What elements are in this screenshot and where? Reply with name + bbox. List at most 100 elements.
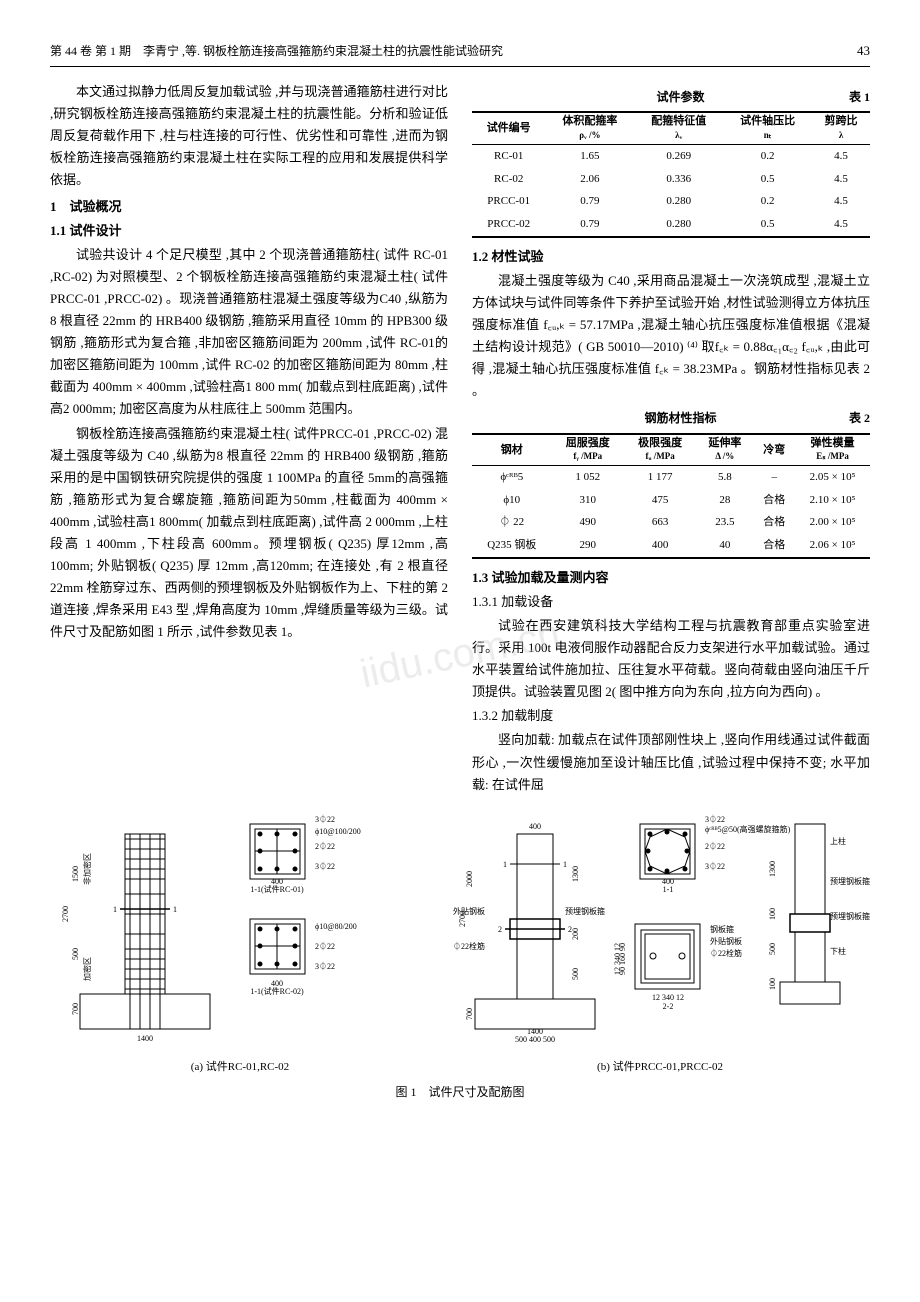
svg-text:1: 1 bbox=[113, 905, 117, 914]
table-cell: 23.5 bbox=[696, 511, 753, 534]
table-cell: 40 bbox=[696, 534, 753, 558]
svg-text:预埋钢板箍: 预埋钢板箍 bbox=[565, 906, 605, 916]
svg-text:1300: 1300 bbox=[571, 866, 580, 882]
table-cell: 0.280 bbox=[634, 190, 723, 213]
table-cell: 合格 bbox=[753, 534, 795, 558]
svg-text:3⏀22: 3⏀22 bbox=[705, 814, 725, 824]
svg-text:⏀22栓筋: ⏀22栓筋 bbox=[453, 941, 485, 951]
table2-h5: 弹性模量 bbox=[811, 437, 855, 449]
svg-text:1: 1 bbox=[173, 905, 177, 914]
table2-h0: 钢材 bbox=[472, 434, 552, 466]
svg-text:预埋钢板箍: 预埋钢板箍 bbox=[830, 876, 870, 886]
svg-text:2700: 2700 bbox=[61, 906, 70, 922]
svg-text:12 340 12: 12 340 12 bbox=[613, 943, 622, 975]
header-left: 第 44 卷 第 1 期 李青宁 ,等. 钢板栓筋连接高强箍筋约束混凝土柱的抗震… bbox=[50, 41, 503, 61]
svg-text:3⏀22: 3⏀22 bbox=[705, 861, 725, 871]
table-cell: ϕ10 bbox=[472, 489, 552, 512]
table-cell: 475 bbox=[624, 489, 696, 512]
svg-text:200: 200 bbox=[571, 928, 580, 940]
table1-sh3: nₜ bbox=[764, 130, 772, 140]
table-cell: 28 bbox=[696, 489, 753, 512]
table-cell: Q235 钢板 bbox=[472, 534, 552, 558]
svg-text:500: 500 bbox=[71, 948, 80, 960]
para-1-1-a: 试验共设计 4 个足尺模型 ,其中 2 个现浇普通箍筋柱( 试件 RC-01 ,… bbox=[50, 244, 448, 421]
svg-text:3⏀22: 3⏀22 bbox=[315, 814, 335, 824]
svg-text:非加密区: 非加密区 bbox=[82, 853, 92, 885]
table-cell: 5.8 bbox=[696, 466, 753, 489]
table-cell: 1.65 bbox=[545, 144, 634, 167]
svg-text:1400: 1400 bbox=[527, 1027, 543, 1036]
table1-h4: 剪跨比 bbox=[825, 115, 858, 127]
svg-text:预埋钢板箍: 预埋钢板箍 bbox=[830, 911, 870, 921]
figure-1b-caption: (b) 试件PRCC-01,PRCC-02 bbox=[450, 1058, 870, 1077]
table-cell: ⏀ 22 bbox=[472, 511, 552, 534]
table-cell: – bbox=[753, 466, 795, 489]
svg-text:加密区: 加密区 bbox=[82, 957, 92, 981]
svg-text:2000: 2000 bbox=[465, 871, 474, 887]
section-1-1-head: 1.1 试件设计 bbox=[50, 220, 448, 242]
svg-text:2-2: 2-2 bbox=[663, 1002, 674, 1011]
table1: 试件编号 体积配箍率ρᵥ /% 配箍特征值λᵥ 试件轴压比nₜ 剪跨比λ RC-… bbox=[472, 111, 870, 237]
svg-text:上柱: 上柱 bbox=[830, 836, 846, 846]
svg-text:1: 1 bbox=[563, 860, 567, 869]
svg-text:100: 100 bbox=[768, 908, 777, 920]
table-cell: RC-02 bbox=[472, 168, 545, 191]
table-cell: 0.2 bbox=[723, 144, 812, 167]
running-header: 第 44 卷 第 1 期 李青宁 ,等. 钢板栓筋连接高强箍筋约束混凝土柱的抗震… bbox=[50, 40, 870, 67]
svg-text:400: 400 bbox=[271, 877, 283, 886]
table1-sh4: λ bbox=[839, 130, 843, 140]
table-cell: 合格 bbox=[753, 511, 795, 534]
table-cell: 490 bbox=[552, 511, 624, 534]
table1-title-row: 试件参数 表 1 bbox=[472, 87, 870, 107]
figure-1: 2700 1500 500 700 非加密区 加密区 1400 1 1 bbox=[50, 814, 870, 1103]
table-cell: PRCC-02 bbox=[472, 213, 545, 237]
table2-h4: 冷弯 bbox=[753, 434, 795, 466]
table2-title-row: 钢筋材性指标 表 2 bbox=[472, 408, 870, 428]
svg-text:⏀22栓筋: ⏀22栓筋 bbox=[710, 948, 742, 958]
svg-text:ϕ10@100/200: ϕ10@100/200 bbox=[315, 827, 361, 836]
table-cell: RC-01 bbox=[472, 144, 545, 167]
svg-text:2⏀22: 2⏀22 bbox=[705, 841, 725, 851]
svg-text:700: 700 bbox=[71, 1003, 80, 1015]
svg-text:2⏀22: 2⏀22 bbox=[315, 941, 335, 951]
para-1-2: 混凝土强度等级为 C40 ,采用商品混凝土一次浇筑成型 ,混凝土立方体试块与试件… bbox=[472, 270, 870, 403]
table2-caption: 钢筋材性指标 bbox=[512, 408, 849, 428]
section-1-3-2-head: 1.3.2 加载制度 bbox=[472, 705, 870, 727]
svg-text:100: 100 bbox=[768, 978, 777, 990]
svg-text:400: 400 bbox=[271, 979, 283, 988]
table-cell: 1 177 bbox=[624, 466, 696, 489]
table1-h2: 配箍特征值 bbox=[651, 115, 706, 127]
para-1-3-2: 竖向加载: 加载点在试件顶部刚性块上 ,竖向作用线通过试件截面形心 ,一次性缓慢… bbox=[472, 729, 870, 795]
right-column: 试件参数 表 1 试件编号 体积配箍率ρᵥ /% 配箍特征值λᵥ 试件轴压比nₜ… bbox=[472, 81, 870, 798]
table2-h3: 延伸率 bbox=[708, 437, 741, 449]
table-cell: 2.05 × 10⁵ bbox=[795, 466, 870, 489]
svg-text:500 400 500: 500 400 500 bbox=[515, 1035, 555, 1044]
left-column: 本文通过拟静力低周反复加载试验 ,并与现浇普通箍筋柱进行对比 ,研究钢板栓筋连接… bbox=[50, 81, 448, 798]
svg-text:1: 1 bbox=[503, 860, 507, 869]
table1-number: 表 1 bbox=[849, 87, 870, 107]
table-cell: 4.5 bbox=[812, 144, 870, 167]
svg-text:400: 400 bbox=[529, 822, 541, 831]
table-cell: 310 bbox=[552, 489, 624, 512]
table-cell: 0.269 bbox=[634, 144, 723, 167]
para-1-1-b: 钢板栓筋连接高强箍筋约束混凝土柱( 试件PRCC-01 ,PRCC-02) 混凝… bbox=[50, 423, 448, 644]
svg-text:1300: 1300 bbox=[768, 861, 777, 877]
table-cell: 4.5 bbox=[812, 168, 870, 191]
table-cell: 663 bbox=[624, 511, 696, 534]
svg-text:ϕᶜᴿᴮ5@50(高强螺旋箍筋): ϕᶜᴿᴮ5@50(高强螺旋箍筋) bbox=[705, 824, 791, 834]
table-cell: 4.5 bbox=[812, 190, 870, 213]
svg-text:2: 2 bbox=[498, 925, 502, 934]
intro-paragraph: 本文通过拟静力低周反复加载试验 ,并与现浇普通箍筋柱进行对比 ,研究钢板栓筋连接… bbox=[50, 81, 448, 191]
table-cell: 2.00 × 10⁵ bbox=[795, 511, 870, 534]
figure-1a: 2700 1500 500 700 非加密区 加密区 1400 1 1 bbox=[50, 814, 430, 1077]
section-1-2-head: 1.2 材性试验 bbox=[472, 246, 870, 268]
table2-sh3: Δ /% bbox=[715, 451, 734, 461]
table-cell: 4.5 bbox=[812, 213, 870, 237]
table2-sh1: fᵧ /MPa bbox=[573, 451, 602, 461]
table1-h0: 试件编号 bbox=[472, 112, 545, 144]
table2-h2: 极限强度 bbox=[638, 437, 682, 449]
para-1-3-1: 试验在西安建筑科技大学结构工程与抗震教育部重点实验室进行。采用 100t 电液伺… bbox=[472, 615, 870, 703]
table-cell: 0.2 bbox=[723, 190, 812, 213]
table2: 钢材 屈服强度fᵧ /MPa 极限强度fᵤ /MPa 延伸率Δ /% 冷弯 弹性… bbox=[472, 433, 870, 559]
svg-text:3⏀22: 3⏀22 bbox=[315, 861, 335, 871]
